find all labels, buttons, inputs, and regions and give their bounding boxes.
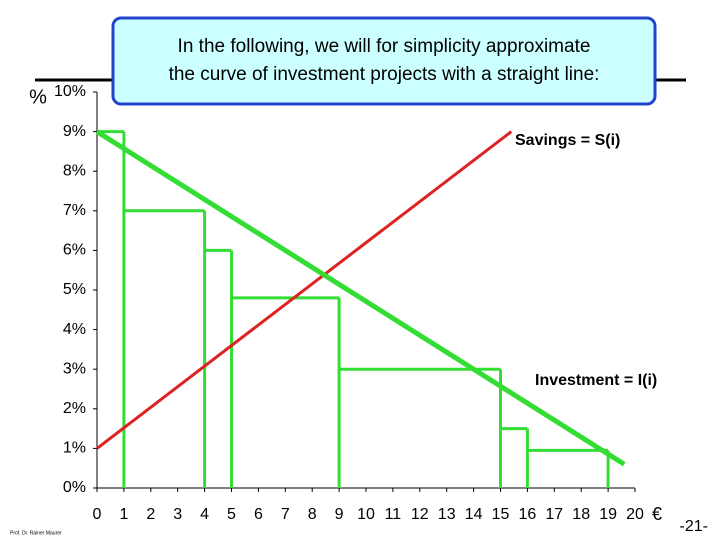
y-tick-label: 10% bbox=[54, 83, 86, 100]
x-axis-label: € bbox=[652, 504, 662, 524]
x-tick-label: 19 bbox=[599, 506, 617, 523]
y-tick-label: 4% bbox=[63, 321, 86, 338]
line-series bbox=[95, 129, 626, 467]
x-tick-label: 20 bbox=[626, 506, 644, 523]
x-tick-label: 0 bbox=[93, 506, 102, 523]
note-line: In the following, we will for simplicity… bbox=[178, 36, 591, 57]
y-tick-label: 0% bbox=[63, 479, 86, 496]
x-tick-label: 13 bbox=[438, 506, 456, 523]
x-tick-label: 17 bbox=[545, 506, 563, 523]
x-tick-label: 4 bbox=[200, 506, 209, 523]
series-label: Investment = I(i) bbox=[535, 372, 657, 389]
note-line: the curve of investment projects with a … bbox=[169, 64, 600, 85]
series-label: Savings = S(i) bbox=[515, 132, 620, 149]
x-tick-label: 1 bbox=[119, 506, 128, 523]
x-tick-label: 12 bbox=[411, 506, 429, 523]
y-tick-label: 6% bbox=[63, 242, 86, 259]
x-tick-label: 3 bbox=[173, 506, 182, 523]
y-tick-label: 7% bbox=[63, 202, 86, 219]
line-series bbox=[96, 130, 513, 450]
page-number: -21- bbox=[680, 518, 708, 535]
x-tick-label: 10 bbox=[357, 506, 375, 523]
x-tick-label: 14 bbox=[465, 506, 483, 523]
x-tick-label: 18 bbox=[572, 506, 590, 523]
note-box bbox=[111, 16, 657, 106]
y-tick-label: 3% bbox=[63, 360, 86, 377]
x-tick-label: 16 bbox=[519, 506, 537, 523]
y-tick-label: 9% bbox=[63, 123, 86, 140]
x-tick-label: 11 bbox=[385, 506, 402, 523]
y-axis-label: % bbox=[29, 86, 47, 108]
x-tick-label: 8 bbox=[308, 506, 317, 523]
y-tick-label: 5% bbox=[63, 281, 86, 298]
y-tick-label: 1% bbox=[63, 440, 86, 457]
x-tick-label: 15 bbox=[492, 506, 510, 523]
x-tick-label: 7 bbox=[281, 506, 290, 523]
y-tick-label: 2% bbox=[63, 400, 86, 417]
x-tick-label: 6 bbox=[254, 506, 263, 523]
x-tick-label: 5 bbox=[227, 506, 236, 523]
y-tick-label: 8% bbox=[63, 162, 86, 179]
footer: Prof. Dr. Rainer Maurer bbox=[10, 530, 62, 536]
x-tick-label: 2 bbox=[146, 506, 155, 523]
x-tick-label: 9 bbox=[335, 506, 344, 523]
